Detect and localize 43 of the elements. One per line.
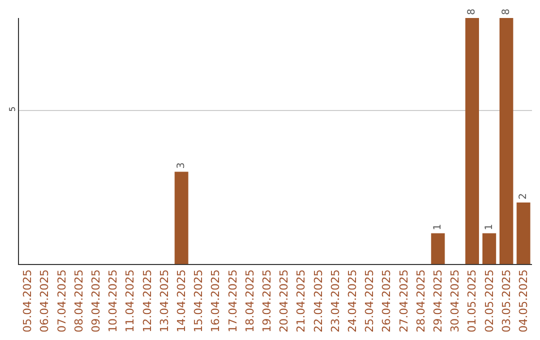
x-tick-label: 30.04.2025	[448, 269, 462, 332]
y-tick-label: 5	[8, 106, 17, 112]
data-label: 3	[176, 162, 187, 169]
x-tick-label: 19.04.2025	[260, 269, 274, 332]
x-tick-label: 07.04.2025	[55, 269, 68, 332]
x-tick-label: 12.04.2025	[140, 269, 154, 332]
x-tick-label: 20.04.2025	[278, 269, 291, 332]
x-tick-label: 16.04.2025	[209, 269, 222, 332]
x-tick-label: 17.04.2025	[226, 269, 240, 332]
x-tick-label: 05.04.2025	[21, 269, 34, 332]
x-tick-label: 21.04.2025	[294, 269, 308, 332]
bar	[516, 202, 530, 264]
x-tick-label: 27.04.2025	[397, 269, 410, 332]
x-tick-label: 10.04.2025	[106, 269, 120, 332]
x-tick-label: 25.04.2025	[363, 269, 376, 332]
x-tick-label: 26.04.2025	[380, 269, 394, 332]
x-tick-label: 22.04.2025	[312, 269, 325, 332]
x-tick-label: 06.04.2025	[38, 269, 52, 332]
x-tick-label: 02.05.2025	[482, 269, 496, 332]
x-tick-label: 03.05.2025	[500, 269, 513, 332]
x-tick-label: 28.04.2025	[414, 269, 428, 332]
data-label: 1	[432, 224, 444, 230]
x-tick-label: 24.04.2025	[346, 269, 360, 332]
x-tick-label: 18.04.2025	[243, 269, 256, 332]
x-tick-label: 13.04.2025	[158, 269, 171, 332]
x-tick-label: 29.04.2025	[432, 269, 445, 332]
x-tick-label: 15.04.2025	[192, 269, 206, 332]
x-tick-label: 23.04.2025	[328, 269, 342, 332]
x-tick-label: 09.04.2025	[90, 269, 103, 332]
data-label: 8	[500, 8, 512, 15]
x-tick-label: 11.04.2025	[124, 269, 137, 332]
x-tick-label: 04.05.2025	[517, 269, 530, 332]
bar	[431, 233, 445, 264]
bar	[465, 18, 479, 264]
bar	[500, 18, 514, 264]
data-label: 8	[466, 8, 478, 15]
x-tick-label: 01.05.2025	[466, 269, 479, 332]
data-label: 1	[484, 224, 495, 230]
bar	[482, 233, 496, 264]
x-tick-label: 08.04.2025	[72, 269, 86, 332]
bar	[174, 172, 188, 264]
x-tick-label: 14.04.2025	[175, 269, 188, 332]
data-label: 2	[518, 193, 529, 200]
